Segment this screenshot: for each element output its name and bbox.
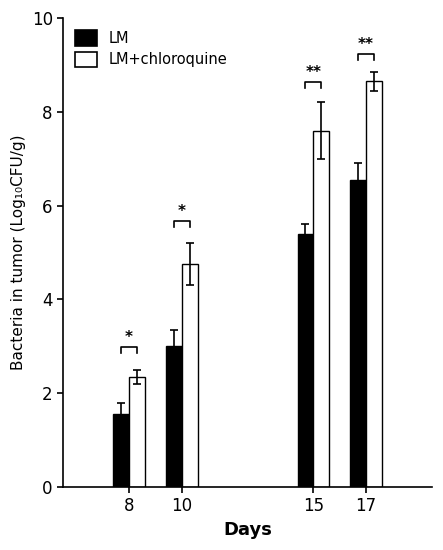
Bar	[366, 81, 382, 487]
Bar	[298, 234, 313, 487]
Text: *: *	[125, 331, 133, 345]
Text: **: **	[358, 37, 374, 52]
Text: *: *	[178, 204, 186, 219]
Bar	[350, 180, 366, 487]
Y-axis label: Bacteria in tumor (Log₁₀CFU/g): Bacteria in tumor (Log₁₀CFU/g)	[11, 135, 26, 370]
Legend: LM, LM+chloroquine: LM, LM+chloroquine	[70, 25, 232, 72]
Bar	[129, 377, 145, 487]
Bar	[113, 414, 129, 487]
Bar	[182, 264, 198, 487]
Bar	[313, 130, 329, 487]
Text: **: **	[305, 65, 321, 80]
X-axis label: Days: Days	[223, 521, 272, 539]
Bar	[166, 346, 182, 487]
